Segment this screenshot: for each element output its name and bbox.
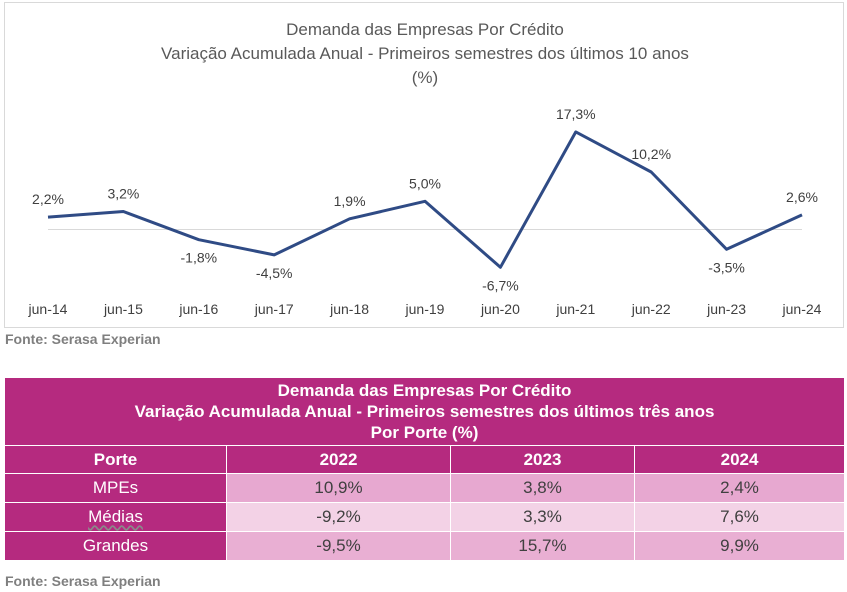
table-row: Grandes -9,5% 15,7% 9,9% (4, 531, 846, 561)
cell-grandes-2024: 9,9% (633, 531, 846, 561)
x-tick-label: jun-23 (706, 301, 746, 317)
header-porte: Porte (4, 445, 227, 474)
data-label: 3,2% (107, 185, 139, 201)
data-label: -3,5% (708, 259, 745, 275)
cell-grandes-2023: 15,7% (450, 531, 635, 561)
table-row: MPEs 10,9% 3,8% 2,4% (4, 473, 846, 503)
x-tick-label: jun-20 (480, 301, 520, 317)
x-tick-label: jun-19 (405, 301, 445, 317)
chart-source: Fonte: Serasa Experian (5, 331, 161, 347)
cell-mpes-2023: 3,8% (450, 473, 635, 503)
porte-table-wrapper: Demanda das Empresas Por Crédito Variaçã… (3, 377, 846, 561)
table-title-line-1: Demanda das Empresas Por Crédito (277, 381, 572, 400)
cell-medias-2024: 7,6% (633, 502, 846, 532)
cell-medias-2022: -9,2% (226, 502, 451, 532)
series-line (47, 130, 803, 269)
cell-mpes-2022: 10,9% (226, 473, 451, 503)
data-label: 17,3% (556, 106, 596, 122)
row-label-mpes: MPEs (4, 473, 227, 503)
table-title: Demanda das Empresas Por Crédito Variaçã… (3, 377, 846, 446)
data-label: -4,5% (256, 265, 293, 281)
medias-label-text: Médias (88, 507, 143, 526)
chart-title: Demanda das Empresas Por Crédito (286, 20, 564, 39)
data-label: -6,7% (482, 277, 519, 293)
row-label-medias: Médias (4, 502, 227, 532)
chart-subtitle: Variação Acumulada Anual - Primeiros sem… (161, 44, 689, 63)
porte-table: Demanda das Empresas Por Crédito Variaçã… (3, 377, 846, 561)
cell-grandes-2022: -9,5% (226, 531, 451, 561)
data-label: 5,0% (409, 175, 441, 191)
x-tick-label: jun-14 (28, 301, 68, 317)
chart-svg: Demanda das Empresas Por Crédito Variaçã… (28, 20, 822, 317)
x-tick-label: jun-15 (103, 301, 143, 317)
x-tick-label: jun-24 (782, 301, 822, 317)
header-2024: 2024 (633, 445, 846, 474)
data-label: 1,9% (334, 193, 366, 209)
data-labels-group: 2,2% 3,2% -1,8% -4,5% 1,9% 5,0% -6,7% 17,3% 10,2… (32, 106, 818, 293)
x-tick-labels-group: jun-14 jun-15 jun-16 jun-17 jun-18 jun-19 jun-… (28, 301, 822, 317)
x-tick-label: jun-17 (254, 301, 294, 317)
x-tick-label: jun-18 (329, 301, 369, 317)
table-title-line-2: Variação Acumulada Anual - Primeiros sem… (134, 402, 715, 421)
line-chart: Demanda das Empresas Por Crédito Variaçã… (4, 2, 844, 328)
x-tick-label: jun-22 (631, 301, 671, 317)
data-label: 10,2% (631, 146, 671, 162)
data-label: 2,2% (32, 191, 64, 207)
data-label: 2,6% (786, 189, 818, 205)
table-source: Fonte: Serasa Experian (5, 573, 161, 589)
table-row: Médias -9,2% 3,3% 7,6% (4, 502, 846, 532)
table-title-line-3: Por Porte (%) (370, 423, 479, 442)
series-group (47, 130, 803, 269)
x-tick-label: jun-21 (555, 301, 595, 317)
header-2022: 2022 (226, 445, 451, 474)
chart-unit: (%) (412, 68, 438, 87)
data-label: -1,8% (181, 250, 218, 266)
x-tick-label: jun-16 (178, 301, 218, 317)
header-2023: 2023 (450, 445, 635, 474)
cell-mpes-2024: 2,4% (633, 473, 846, 503)
cell-medias-2023: 3,3% (450, 502, 635, 532)
row-label-grandes: Grandes (4, 531, 227, 561)
